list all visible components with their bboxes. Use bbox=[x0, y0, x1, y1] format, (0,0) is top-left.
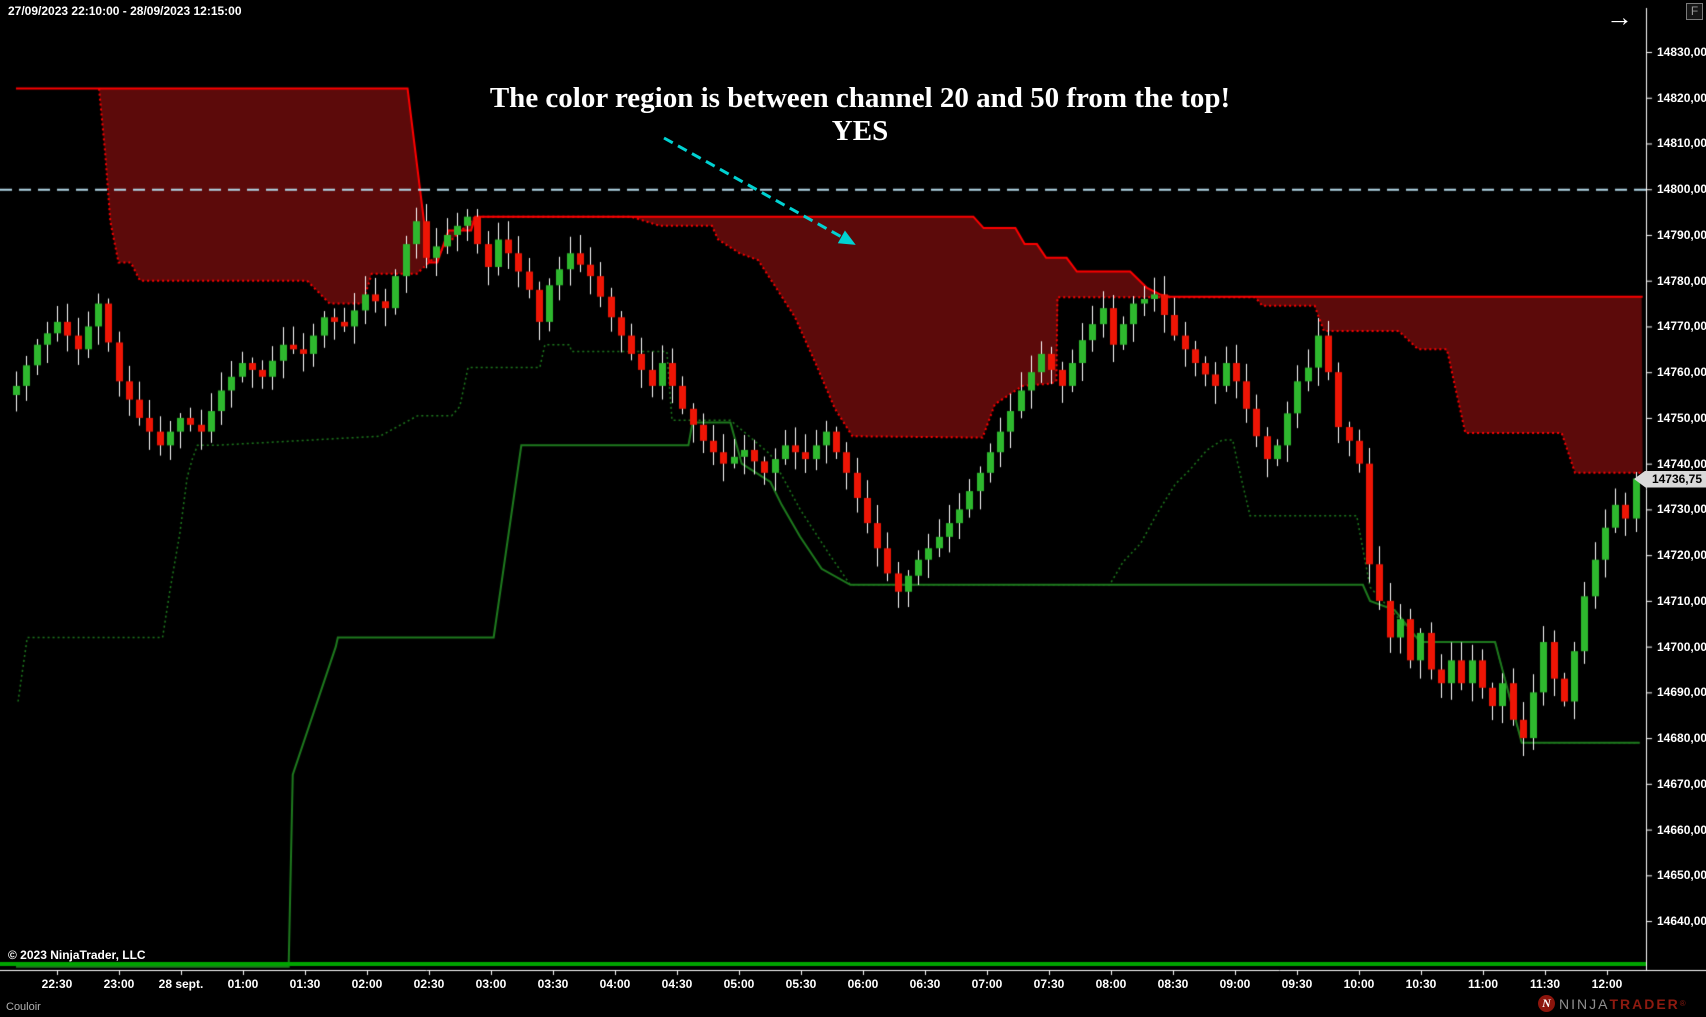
last-price-marker: 14736,75 bbox=[1634, 470, 1706, 488]
price-axis-label: 14760,00 bbox=[1657, 365, 1706, 380]
time-axis-label: 12:00 bbox=[1591, 977, 1623, 991]
time-axis-label: 03:30 bbox=[537, 977, 569, 991]
brand-trader-text: TRADER bbox=[1609, 995, 1680, 1012]
price-axis-label: 14740,00 bbox=[1657, 456, 1706, 471]
time-axis-label: 01:30 bbox=[289, 977, 321, 991]
time-axis-label: 10:00 bbox=[1343, 977, 1375, 991]
time-axis-label: 05:00 bbox=[723, 977, 755, 991]
time-axis-label: 07:30 bbox=[1033, 977, 1065, 991]
price-axis-label: 14700,00 bbox=[1657, 639, 1706, 654]
time-axis-label: 23:00 bbox=[103, 977, 135, 991]
price-axis-label: 14810,00 bbox=[1657, 136, 1706, 151]
price-axis-label: 14800,00 bbox=[1657, 182, 1706, 197]
price-axis-label: 14790,00 bbox=[1657, 227, 1706, 242]
time-axis-label: 08:00 bbox=[1095, 977, 1127, 991]
time-axis-label: 09:00 bbox=[1219, 977, 1251, 991]
time-axis-label: 22:30 bbox=[41, 977, 73, 991]
price-axis-label: 14690,00 bbox=[1657, 685, 1706, 700]
brand-ninja-text: NINJA bbox=[1559, 995, 1610, 1012]
price-axis-label: 14650,00 bbox=[1657, 868, 1706, 883]
annotation-text: The color region is between channel 20 a… bbox=[489, 82, 1231, 147]
price-axis-label: 14830,00 bbox=[1657, 45, 1706, 59]
price-axis-label: 14770,00 bbox=[1657, 319, 1706, 334]
price-axis-label: 14820,00 bbox=[1657, 90, 1706, 105]
scroll-to-latest-icon[interactable]: → bbox=[1606, 2, 1633, 32]
time-axis-label: 02:30 bbox=[413, 977, 445, 991]
price-axis-label: 14730,00 bbox=[1657, 502, 1706, 517]
time-axis-label: 09:30 bbox=[1281, 977, 1313, 991]
time-axis-label: 02:00 bbox=[351, 977, 383, 991]
price-axis-label: 14720,00 bbox=[1657, 548, 1706, 563]
time-axis-label: 08:30 bbox=[1157, 977, 1189, 991]
instrument-f-badge[interactable]: F bbox=[1686, 3, 1703, 20]
time-axis-label: 04:30 bbox=[661, 977, 693, 991]
price-axis-label: 14710,00 bbox=[1657, 593, 1706, 608]
price-axis-label: 14670,00 bbox=[1657, 776, 1706, 791]
price-axis-label: 14640,00 bbox=[1657, 914, 1706, 929]
time-axis-label: 06:30 bbox=[909, 977, 941, 991]
ninjatrader-logo: N NINJA TRADER ® bbox=[1538, 995, 1686, 1012]
time-axis-label: 03:00 bbox=[475, 977, 507, 991]
price-axis-label: 14660,00 bbox=[1657, 822, 1706, 837]
time-axis-label: 05:30 bbox=[785, 977, 817, 991]
tab-couloir[interactable]: Couloir bbox=[6, 1001, 41, 1013]
time-axis-label: 11:30 bbox=[1529, 977, 1561, 991]
time-axis-label: 04:00 bbox=[599, 977, 631, 991]
time-axis-label: 11:00 bbox=[1467, 977, 1499, 991]
time-axis-label: 07:00 bbox=[971, 977, 1003, 991]
copyright-label: © 2023 NinjaTrader, LLC bbox=[8, 948, 146, 962]
price-axis-label: 14750,00 bbox=[1657, 410, 1706, 425]
brand-reg-mark: ® bbox=[1679, 999, 1686, 1008]
price-axis-label: 14780,00 bbox=[1657, 273, 1706, 288]
time-axis-label: 10:30 bbox=[1405, 977, 1437, 991]
date-range-label: 27/09/2023 22:10:00 - 28/09/2023 12:15:0… bbox=[8, 4, 242, 18]
time-axis-label: 01:00 bbox=[227, 977, 259, 991]
price-axis-label: 14680,00 bbox=[1657, 731, 1706, 746]
ninjatrader-icon: N bbox=[1538, 995, 1555, 1012]
time-axis-label: 28 sept. bbox=[158, 977, 204, 991]
time-axis-label: 06:00 bbox=[847, 977, 879, 991]
